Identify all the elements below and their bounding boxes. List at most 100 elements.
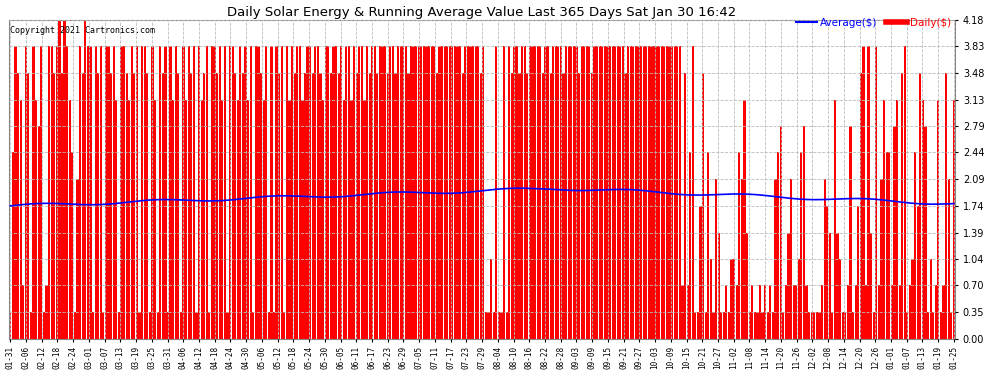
Bar <box>570 46 572 339</box>
Bar <box>844 312 846 339</box>
Bar <box>532 46 534 339</box>
Bar <box>893 126 896 339</box>
Bar <box>832 312 834 339</box>
Bar <box>527 73 529 339</box>
Bar <box>506 312 508 339</box>
Bar <box>431 46 433 339</box>
Bar <box>392 46 394 339</box>
Bar <box>371 46 373 339</box>
Bar <box>880 179 883 339</box>
Bar <box>516 46 518 339</box>
Bar <box>216 73 218 339</box>
Bar <box>327 46 330 339</box>
Bar <box>764 285 766 339</box>
Bar <box>633 46 635 339</box>
Bar <box>100 46 102 339</box>
Bar <box>434 46 436 339</box>
Bar <box>136 46 138 339</box>
Bar <box>544 46 546 339</box>
Bar <box>498 312 500 339</box>
Bar <box>366 46 368 339</box>
Bar <box>741 179 743 339</box>
Bar <box>707 153 710 339</box>
Bar <box>418 46 420 339</box>
Bar <box>283 312 285 339</box>
Bar <box>513 46 516 339</box>
Bar <box>519 73 521 339</box>
Bar <box>301 100 304 339</box>
Bar <box>787 232 790 339</box>
Bar <box>61 73 63 339</box>
Bar <box>857 206 859 339</box>
Bar <box>583 46 585 339</box>
Bar <box>679 46 681 339</box>
Bar <box>821 285 823 339</box>
Bar <box>829 232 831 339</box>
Bar <box>466 46 469 339</box>
Bar <box>549 73 551 339</box>
Bar <box>214 46 216 339</box>
Bar <box>854 285 856 339</box>
Bar <box>736 285 738 339</box>
Bar <box>816 312 818 339</box>
Bar <box>927 312 930 339</box>
Bar <box>529 46 531 339</box>
Bar <box>105 46 107 339</box>
Bar <box>495 46 497 339</box>
Bar <box>141 46 144 339</box>
Bar <box>219 46 221 339</box>
Bar <box>167 312 169 339</box>
Bar <box>172 100 174 339</box>
Bar <box>12 153 14 339</box>
Bar <box>164 46 166 339</box>
Bar <box>448 46 450 339</box>
Bar <box>713 312 715 339</box>
Bar <box>919 73 922 339</box>
Bar <box>97 73 99 339</box>
Bar <box>774 179 776 339</box>
Bar <box>739 153 741 339</box>
Bar <box>180 312 182 339</box>
Bar <box>346 46 347 339</box>
Bar <box>20 100 22 339</box>
Bar <box>317 46 319 339</box>
Bar <box>666 46 668 339</box>
Bar <box>917 206 919 339</box>
Bar <box>273 312 275 339</box>
Bar <box>950 312 952 339</box>
Bar <box>601 46 603 339</box>
Bar <box>655 46 657 339</box>
Bar <box>826 206 829 339</box>
Bar <box>147 73 148 339</box>
Bar <box>464 46 466 339</box>
Title: Daily Solar Energy & Running Average Value Last 365 Days Sat Jan 30 16:42: Daily Solar Energy & Running Average Val… <box>228 6 737 18</box>
Bar <box>803 126 805 339</box>
Bar <box>840 260 842 339</box>
Bar <box>151 46 153 339</box>
Bar <box>935 285 937 339</box>
Bar <box>71 153 73 339</box>
Bar <box>947 179 949 339</box>
Bar <box>198 46 200 339</box>
Bar <box>63 20 65 339</box>
Bar <box>891 285 893 339</box>
Bar <box>322 100 324 339</box>
Bar <box>785 285 787 339</box>
Bar <box>221 100 224 339</box>
Bar <box>511 73 513 339</box>
Bar <box>126 73 128 339</box>
Bar <box>726 285 728 339</box>
Bar <box>195 312 198 339</box>
Bar <box>862 46 864 339</box>
Bar <box>350 100 352 339</box>
Bar <box>731 260 733 339</box>
Bar <box>420 46 423 339</box>
Bar <box>723 312 725 339</box>
Bar <box>177 73 179 339</box>
Bar <box>208 312 211 339</box>
Bar <box>22 285 25 339</box>
Bar <box>540 46 542 339</box>
Bar <box>41 46 43 339</box>
Bar <box>772 312 774 339</box>
Bar <box>25 46 27 339</box>
